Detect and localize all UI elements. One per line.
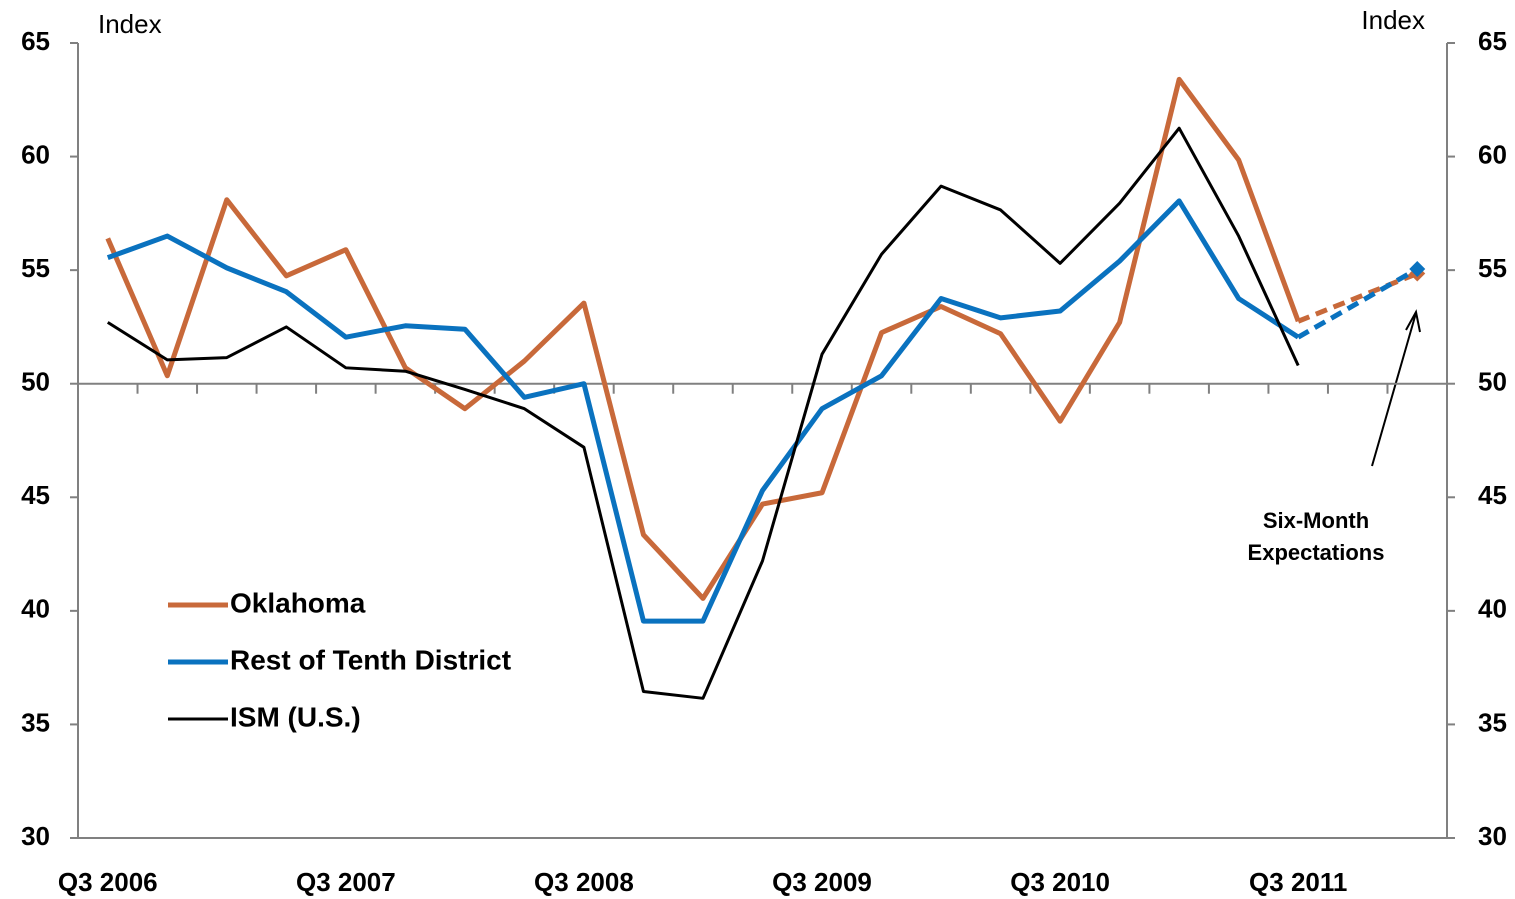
- x-tick-label: Q3 2010: [1010, 867, 1110, 897]
- y-tick-label: 35: [21, 707, 50, 737]
- y2-tick-label: 60: [1478, 139, 1507, 169]
- annotation-arrow: [1371, 312, 1417, 467]
- x-tick-label: Q3 2006: [58, 867, 158, 897]
- x-tick-label: Q3 2009: [772, 867, 872, 897]
- y-tick-label: 30: [21, 821, 50, 851]
- y2-tick-label: 45: [1478, 480, 1507, 510]
- y2-tick-label: 30: [1478, 821, 1507, 851]
- y2-tick-label: 65: [1478, 26, 1507, 56]
- y-tick-label: 40: [21, 594, 50, 624]
- y-tick-label: 55: [21, 253, 50, 283]
- y2-tick-label: 55: [1478, 253, 1507, 283]
- annotation: Expectations: [1248, 540, 1385, 565]
- series-line: [106, 126, 1300, 700]
- expectation-marker: [1409, 261, 1426, 278]
- y2-tick-label: 35: [1478, 707, 1507, 737]
- annotation: Six-Month: [1263, 508, 1369, 533]
- y-tick-label: 60: [21, 139, 50, 169]
- x-tick-label: Q3 2011: [1249, 867, 1347, 897]
- y2-axis-label: Index: [1361, 5, 1425, 35]
- expectation-line: [1296, 266, 1419, 340]
- y-axis-label: Index: [98, 9, 162, 39]
- expectation-line: [1297, 271, 1419, 324]
- legend-label: Rest of Tenth District: [230, 644, 511, 675]
- y-tick-label: 65: [21, 26, 50, 56]
- x-tick-label: Q3 2007: [296, 867, 396, 897]
- x-tick-label: Q3 2008: [534, 867, 634, 897]
- legend-label: ISM (U.S.): [230, 701, 361, 732]
- y2-tick-label: 50: [1478, 367, 1507, 397]
- y-tick-label: 50: [21, 367, 50, 397]
- y-tick-label: 45: [21, 480, 50, 510]
- series-line: [105, 76, 1301, 601]
- y2-tick-label: 40: [1478, 594, 1507, 624]
- legend-label: Oklahoma: [230, 587, 366, 618]
- series-line: [106, 198, 1300, 624]
- annotation-arrowhead: [1405, 309, 1421, 333]
